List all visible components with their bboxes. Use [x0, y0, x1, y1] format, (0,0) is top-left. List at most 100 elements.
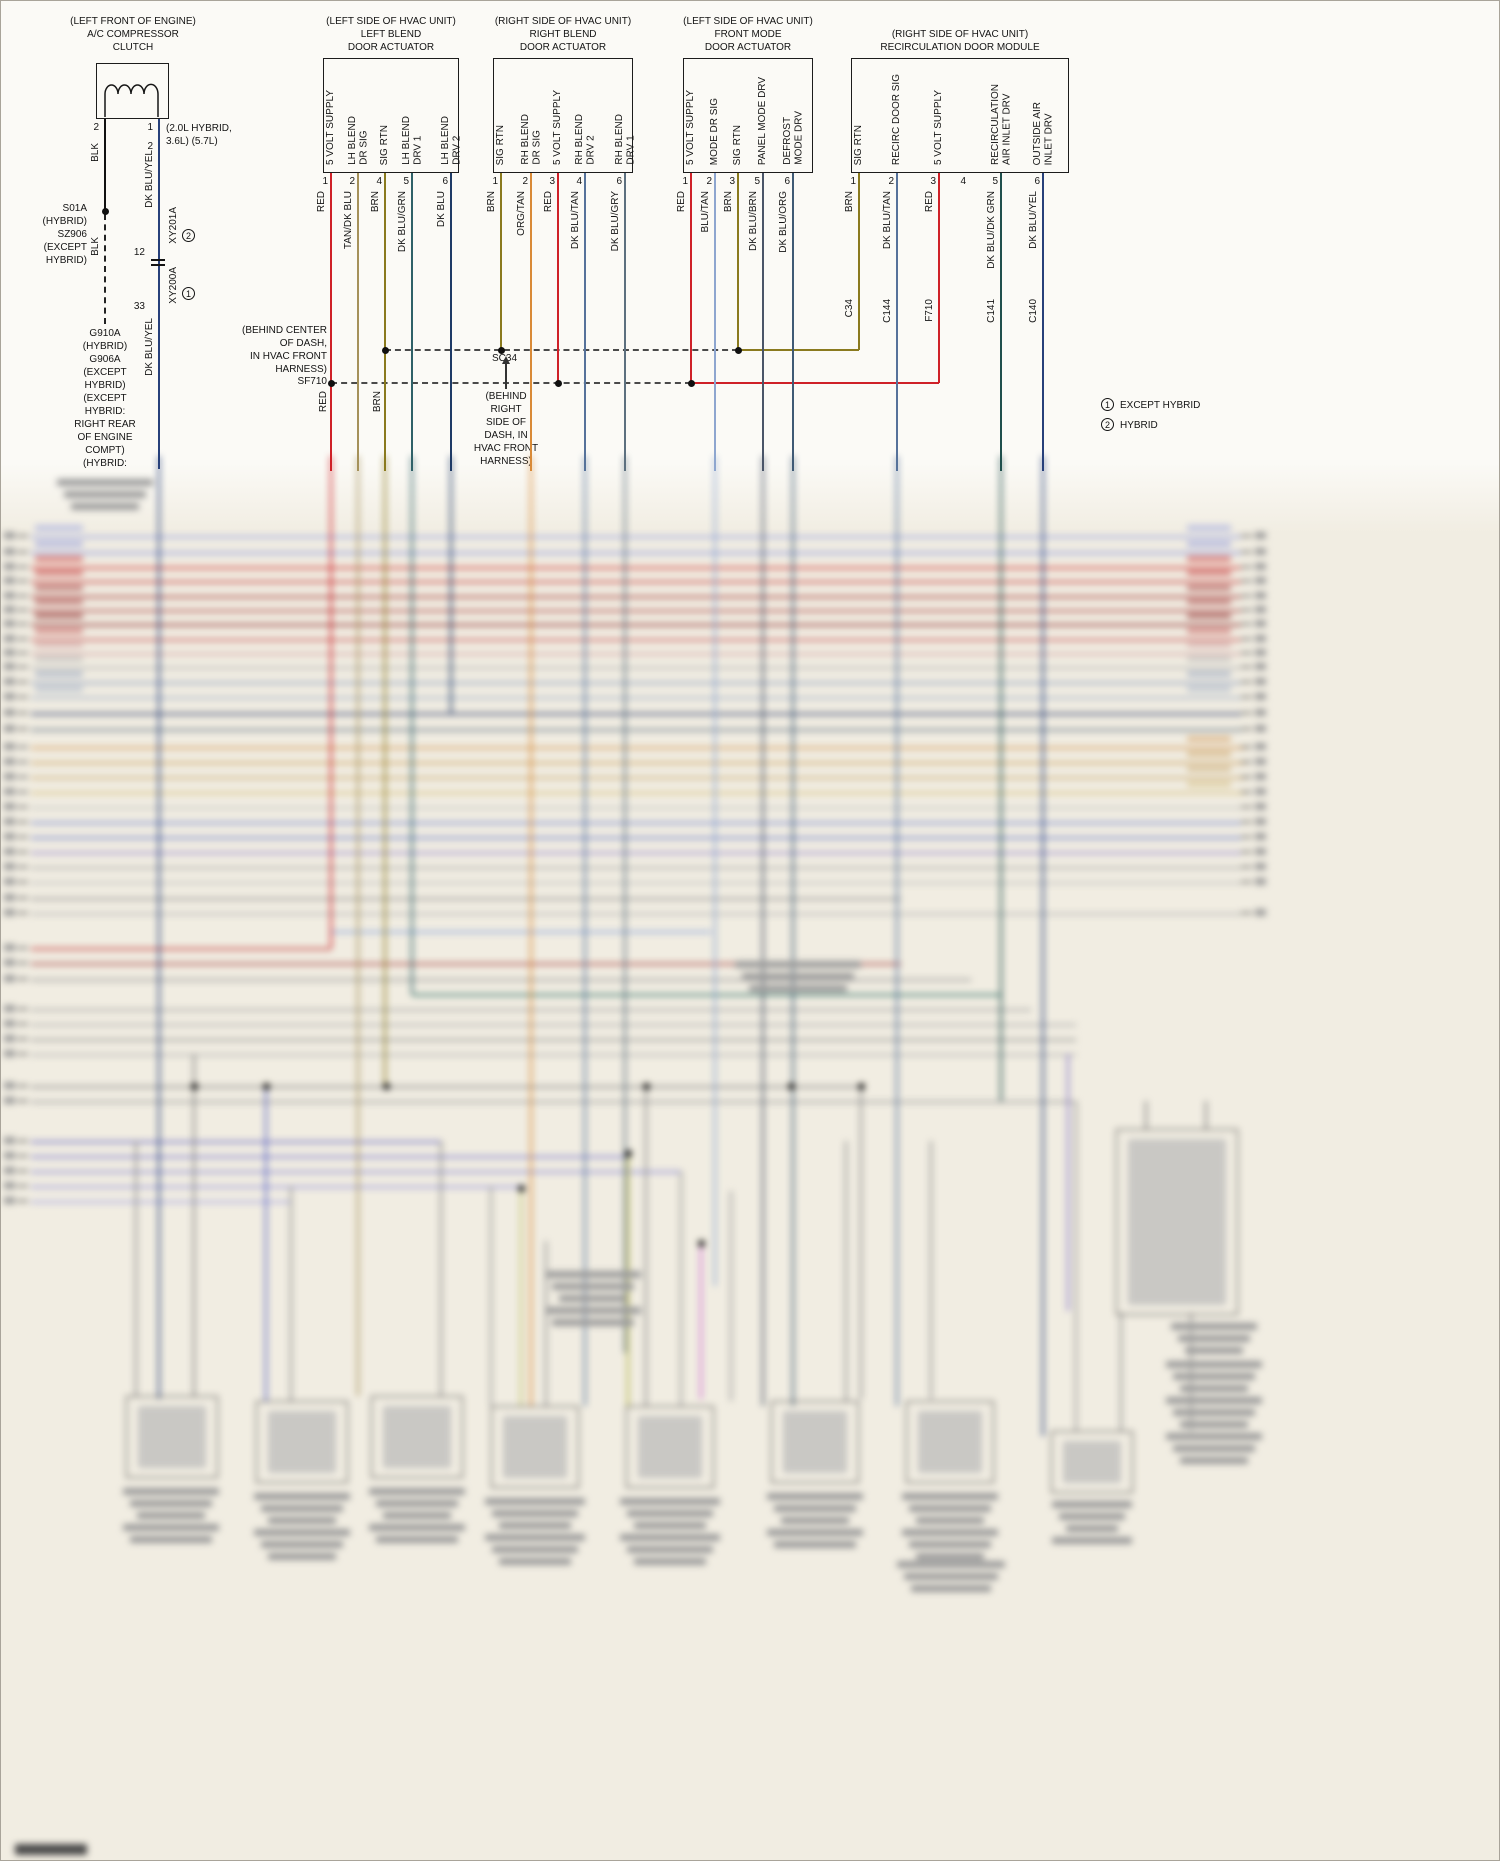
wire-label-blob	[1187, 766, 1231, 772]
actuator-pin-number: 5	[992, 176, 998, 187]
pin-tick	[1241, 881, 1252, 883]
text-line-blob	[620, 1534, 720, 1541]
splice-s01a-labels: S01A (HYBRID) SZ906 (EXCEPT HYBRID)	[42, 203, 87, 266]
blurred-wire-vertical	[1190, 1313, 1193, 1431]
pin-number-blob	[4, 1197, 15, 1204]
pin-tick	[1241, 652, 1252, 654]
blurred-wire-horizontal	[31, 667, 1241, 670]
text-line-blob	[749, 985, 847, 992]
pin-number-blob	[4, 577, 15, 584]
actuator-pin-number: 4	[376, 176, 382, 187]
pin-tick	[17, 666, 28, 668]
text-line-blob	[916, 1517, 984, 1524]
blurred-wire-vertical	[520, 1186, 523, 1406]
pin-tick	[17, 609, 28, 611]
pin-number-blob	[4, 788, 15, 795]
pin-tick	[1241, 806, 1252, 808]
text-line-blob	[904, 1573, 998, 1580]
actuator-pin-number: 6	[784, 176, 790, 187]
pin-tick	[17, 912, 28, 914]
text-line-blob	[620, 1498, 720, 1505]
blurred-wire-vertical	[860, 1086, 863, 1399]
connector-pin-number: 12	[133, 247, 145, 258]
blurred-wire-horizontal	[31, 898, 901, 901]
actuator-pin-number: 6	[616, 176, 622, 187]
text-line-blob	[742, 973, 854, 980]
pin-number-blob	[1255, 743, 1266, 750]
blurred-wire-vertical	[357, 456, 360, 1396]
pin-tick	[17, 1140, 28, 1142]
blurred-wire-vertical	[545, 1241, 548, 1406]
blurred-wire-horizontal	[31, 1171, 681, 1174]
pin-tick	[1241, 821, 1252, 823]
pin-number-blob	[4, 743, 15, 750]
text-line-blob	[485, 1534, 585, 1541]
pin-tick	[17, 580, 28, 582]
engine-variant-note: (2.0L HYBRID, 3.6L) (5.7L)	[166, 123, 232, 147]
wire-color-label: DK BLU/GRY	[610, 191, 621, 252]
text-line-blob	[130, 1536, 212, 1543]
blurred-wire-horizontal	[31, 807, 1241, 810]
blurred-component-box	[126, 1396, 218, 1478]
pin-tick	[17, 1200, 28, 1202]
pin-number-blob	[1255, 878, 1266, 885]
circuit-id-label: F710	[924, 299, 935, 322]
pin-tick	[17, 623, 28, 625]
text-line-blob	[1166, 1433, 1262, 1440]
pin-number-blob	[4, 606, 15, 613]
text-line-blob	[774, 1541, 856, 1548]
blurred-wire-horizontal	[31, 747, 1246, 750]
text-line-blob	[902, 1529, 998, 1536]
blurred-wire-horizontal	[31, 852, 1241, 855]
blurred-wire-horizontal	[31, 1201, 291, 1204]
pin-number-blob	[4, 709, 15, 716]
pin-number-blob	[1255, 818, 1266, 825]
text-line-blob	[64, 491, 146, 498]
text-line-blob	[1180, 1421, 1248, 1428]
pin-number-blob	[4, 1005, 15, 1012]
blurred-wire-horizontal	[31, 963, 901, 966]
pin-tick	[17, 1170, 28, 1172]
wire-label-blob	[1187, 525, 1231, 531]
compressor-feed-wire	[157, 119, 160, 469]
pin-tick	[17, 1100, 28, 1102]
pin-number-blob	[1255, 833, 1266, 840]
blurred-component-box	[1051, 1431, 1133, 1493]
blurred-wire-horizontal	[31, 639, 1241, 642]
pin-number-blob	[1255, 863, 1266, 870]
text-line-blob	[774, 1505, 856, 1512]
text-line-blob	[254, 1529, 350, 1536]
text-line-blob	[1180, 1385, 1248, 1392]
blurred-wire-vertical	[680, 1171, 683, 1406]
wire-label-blob	[1187, 599, 1231, 605]
actuator-pin-label: 5 VOLT SUPPLY	[325, 89, 336, 165]
blurred-wire-horizontal	[31, 867, 1241, 870]
blurred-component-box	[256, 1401, 348, 1483]
pin-number-blob	[4, 909, 15, 916]
actuator-wire	[500, 173, 502, 350]
text-line-blob	[552, 1319, 634, 1326]
blurred-wire-vertical	[193, 1054, 196, 1396]
actuator-wire	[762, 173, 764, 471]
blurred-wire-horizontal	[31, 1101, 1076, 1104]
pin-tick	[17, 761, 28, 763]
splice-dot	[381, 346, 389, 354]
actuator-pin-number: 4	[960, 176, 966, 187]
blurred-wire-vertical	[158, 456, 161, 1399]
blurred-component-box	[771, 1401, 859, 1483]
blurred-component-box	[906, 1401, 994, 1483]
wire-color-label: DK BLU/TAN	[570, 191, 581, 250]
pin-number-blob	[4, 975, 15, 982]
pin-tick	[1241, 712, 1252, 714]
wire-color-label: DK BLU/GRN	[397, 191, 408, 253]
pin-number-blob	[4, 563, 15, 570]
text-line-blob	[1059, 1513, 1125, 1520]
component-inner-blob	[503, 1416, 567, 1478]
text-line-blob	[767, 1529, 863, 1536]
blurred-wire-vertical	[627, 1151, 630, 1406]
actuator-wire	[690, 173, 692, 383]
blurred-wire-vertical	[645, 1086, 648, 1406]
actuator-pin-label: LH BLEND DRV 2	[439, 116, 463, 165]
pin-tick	[1241, 580, 1252, 582]
